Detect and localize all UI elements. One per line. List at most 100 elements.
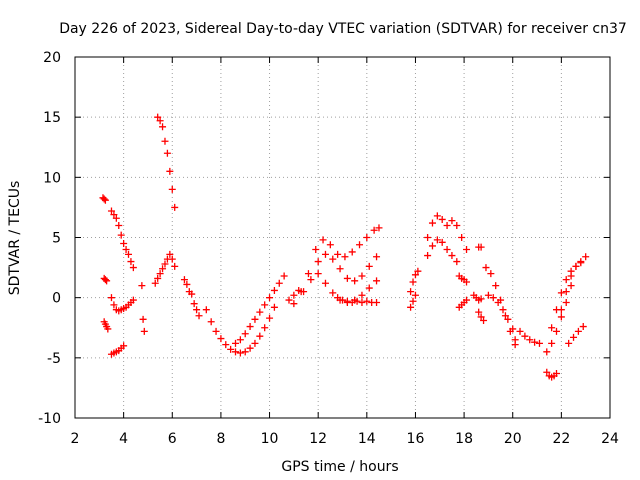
data-point — [475, 308, 483, 316]
x-tick-label: 2 — [71, 431, 80, 447]
y-tick-label: -10 — [38, 411, 61, 427]
data-point — [110, 211, 118, 219]
data-point — [375, 224, 383, 232]
data-point — [463, 278, 471, 286]
data-point — [411, 291, 419, 299]
data-point — [107, 207, 115, 215]
data-point — [443, 221, 451, 229]
data-point — [358, 291, 366, 299]
y-tick-label: 20 — [43, 50, 61, 66]
data-point — [241, 348, 249, 356]
data-point — [373, 298, 381, 306]
data-point — [222, 341, 230, 349]
data-point — [112, 214, 120, 222]
data-point — [433, 236, 441, 244]
y-axis-label: SDTVAR / TECUs — [7, 181, 23, 296]
data-point — [477, 295, 485, 303]
grid — [75, 57, 610, 418]
x-tick-label: 24 — [601, 431, 619, 447]
data-point — [251, 339, 259, 347]
data-point — [312, 246, 320, 254]
data-point — [107, 294, 115, 302]
data-point — [543, 348, 551, 356]
data-point — [411, 271, 419, 279]
data-point — [480, 317, 488, 325]
chart-title: Day 226 of 2023, Sidereal Day-to-day VTE… — [59, 21, 627, 37]
data-point — [290, 300, 298, 308]
data-point — [531, 338, 539, 346]
data-point — [139, 315, 147, 323]
data-point — [159, 123, 167, 131]
data-point — [557, 306, 565, 314]
y-tick-label: -5 — [47, 351, 61, 367]
data-point — [326, 241, 334, 249]
data-point — [190, 300, 198, 308]
data-point — [424, 234, 432, 241]
data-point — [482, 264, 490, 272]
plot-frame — [74, 56, 611, 419]
data-point — [409, 278, 417, 286]
data-point — [363, 297, 371, 305]
data-point — [246, 344, 254, 352]
data-point — [548, 339, 556, 347]
data-point — [484, 291, 492, 299]
data-point — [154, 274, 162, 282]
data-point — [557, 289, 565, 297]
data-point — [314, 270, 322, 278]
y-tick-label: 15 — [43, 110, 61, 126]
data-point — [129, 264, 137, 272]
data-point — [373, 253, 381, 261]
y-tick-label: 5 — [52, 231, 61, 247]
data-point — [501, 312, 509, 320]
data-point — [151, 279, 159, 287]
data-point — [319, 236, 327, 244]
data-point — [492, 282, 500, 290]
data-point — [511, 341, 519, 349]
data-point — [358, 272, 366, 280]
data-point — [180, 276, 188, 284]
data-point — [280, 272, 288, 280]
data-point — [334, 294, 342, 302]
data-point — [370, 226, 378, 234]
data-point — [535, 339, 543, 347]
data-point — [516, 327, 524, 335]
data-point — [266, 314, 274, 322]
x-tick-label: 6 — [168, 431, 177, 447]
data-point — [438, 215, 446, 223]
x-tick-label: 18 — [455, 431, 473, 447]
data-point — [477, 243, 485, 251]
data-point — [156, 117, 164, 125]
data-point — [256, 332, 264, 340]
data-point — [321, 250, 329, 258]
data-point — [499, 306, 507, 314]
data-point — [232, 348, 239, 356]
data-point — [246, 323, 254, 331]
data-point — [463, 296, 471, 304]
data-point — [290, 291, 298, 299]
data-point — [171, 262, 179, 270]
data-point — [236, 336, 244, 344]
x-tick-label: 20 — [504, 431, 522, 447]
data-point — [251, 315, 259, 323]
data-point — [307, 276, 315, 284]
data-point — [104, 325, 112, 333]
data-point — [443, 246, 451, 254]
data-point — [122, 246, 130, 254]
data-point — [577, 258, 585, 266]
x-tick-label: 8 — [216, 431, 225, 447]
data-point — [453, 258, 461, 266]
data-point — [521, 332, 529, 340]
data-point — [168, 255, 176, 263]
data-point — [227, 345, 235, 353]
y-tick-label: 0 — [52, 291, 61, 307]
data-point — [212, 327, 220, 335]
data-point — [414, 267, 422, 275]
data-point — [579, 323, 587, 331]
data-point — [266, 294, 274, 302]
data-point — [341, 253, 349, 261]
data-point — [166, 167, 174, 175]
data-point — [329, 289, 337, 297]
data-point — [275, 279, 283, 287]
data-point — [334, 250, 342, 258]
